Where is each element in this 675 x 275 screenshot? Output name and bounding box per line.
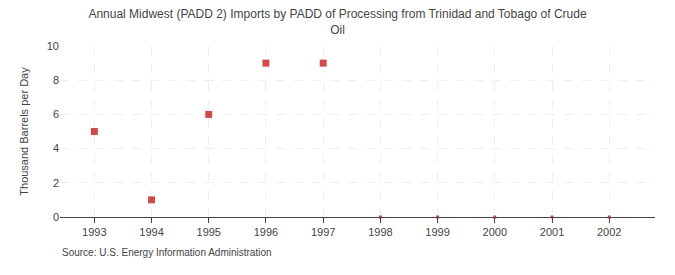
svg-text:2002: 2002 bbox=[597, 226, 621, 238]
svg-text:6: 6 bbox=[53, 108, 59, 120]
svg-text:10: 10 bbox=[47, 40, 59, 52]
svg-text:Thousand Barrels per Day: Thousand Barrels per Day bbox=[18, 67, 30, 196]
svg-text:1997: 1997 bbox=[311, 226, 335, 238]
svg-text:1999: 1999 bbox=[425, 226, 449, 238]
svg-text:0: 0 bbox=[53, 211, 59, 223]
svg-text:1993: 1993 bbox=[82, 226, 106, 238]
svg-text:8: 8 bbox=[53, 74, 59, 86]
svg-text:1994: 1994 bbox=[139, 226, 163, 238]
svg-text:Source: U.S. Energy Informatio: Source: U.S. Energy Information Administ… bbox=[62, 247, 272, 258]
svg-text:Annual Midwest (PADD 2) Import: Annual Midwest (PADD 2) Imports by PADD … bbox=[88, 7, 587, 37]
svg-text:2: 2 bbox=[53, 177, 59, 189]
svg-text:2001: 2001 bbox=[540, 226, 564, 238]
svg-text:4: 4 bbox=[53, 142, 59, 154]
svg-text:1996: 1996 bbox=[254, 226, 278, 238]
svg-text:1998: 1998 bbox=[368, 226, 392, 238]
svg-text:1995: 1995 bbox=[197, 226, 221, 238]
svg-text:2000: 2000 bbox=[483, 226, 507, 238]
